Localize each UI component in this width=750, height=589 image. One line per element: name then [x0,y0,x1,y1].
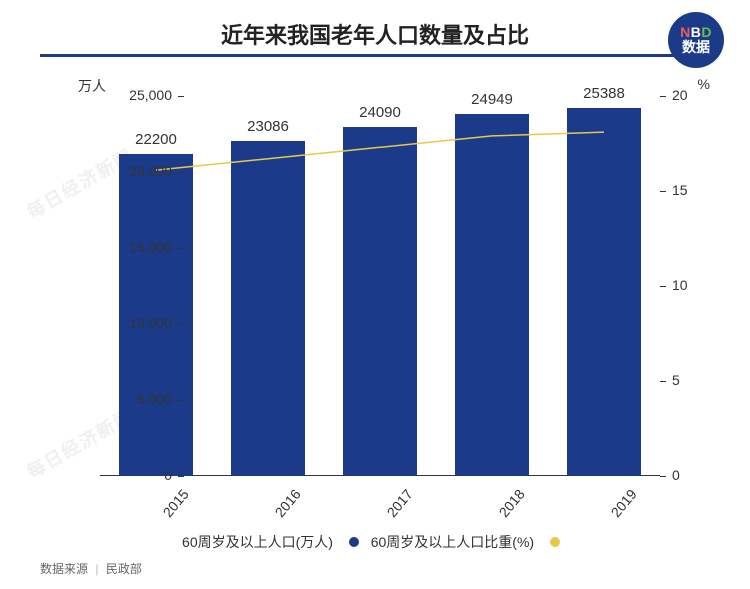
y-right-tick-label: 20 [672,87,712,103]
y-left-axis-label: 万人 [78,76,106,96]
x-category-label: 2016 [272,486,304,520]
legend-item-label: 60周岁及以上人口比重(%) [371,534,534,550]
source-value: 民政部 [106,562,142,576]
x-category-label: 2019 [608,486,640,520]
x-category-label: 2017 [384,486,416,520]
y-left-tick-label: 5,000 [112,391,172,407]
y-left-tick-label: 0 [112,467,172,483]
y-left-tick-label: 25,000 [112,87,172,103]
legend-swatch-icon [550,537,560,547]
y-right-tick-label: 0 [672,467,712,483]
legend-item-label: 60周岁及以上人口(万人) [182,534,333,550]
x-category-label: 2015 [160,486,192,520]
nbd-logo-subtext: 数据 [682,39,710,55]
y-right-tick-label: 10 [672,277,712,293]
chart-plot-area: 2220023086240902494925388 [100,96,660,476]
chart-title: 近年来我国老年人口数量及占比 [0,18,750,50]
nbd-logo-badge: NBD 数据 [668,12,724,68]
divider: | [95,562,98,576]
legend-swatch-icon [349,537,359,547]
y-left-tick-label: 10,000 [112,315,172,331]
source-label: 数据来源 [40,562,88,576]
nbd-logo-text: NBD [680,25,712,39]
y-left-tick-label: 20,000 [112,163,172,179]
y-right-tick-label: 5 [672,372,712,388]
line-series [100,96,660,476]
y-left-tick-label: 15,000 [112,239,172,255]
y-right-tick-label: 15 [672,182,712,198]
title-underline [40,54,710,57]
legend: 60周岁及以上人口(万人) 60周岁及以上人口比重(%) [0,532,750,552]
x-category-label: 2018 [496,486,528,520]
data-source: 数据来源 | 民政部 [40,560,142,577]
